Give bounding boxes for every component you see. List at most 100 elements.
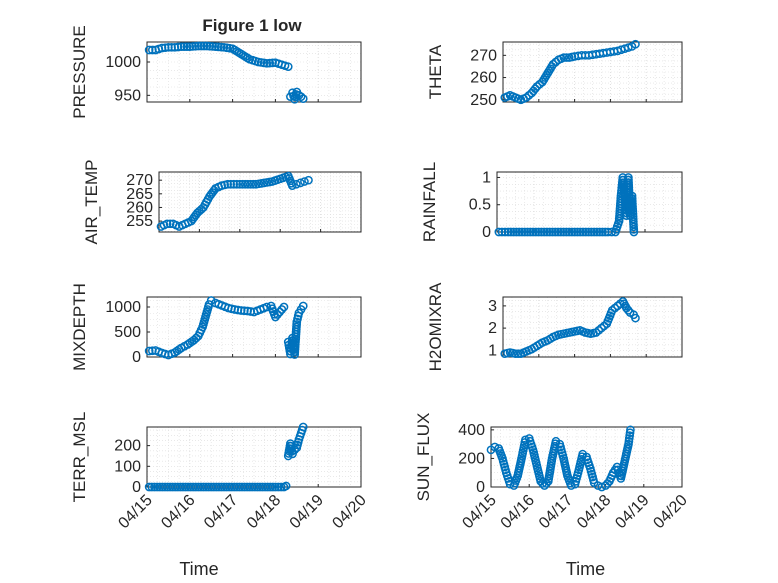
data-point (235, 179, 245, 189)
data-point (208, 42, 217, 51)
data-point (229, 179, 239, 189)
data-point (262, 302, 272, 312)
data-point (236, 306, 246, 315)
data-point (296, 178, 305, 188)
h2omixra-axes-box (502, 296, 683, 358)
data-point (292, 179, 301, 189)
data-point (550, 227, 560, 237)
data-point (553, 227, 563, 237)
h2omixra-series (500, 297, 640, 359)
data-point (202, 41, 212, 51)
data-point (503, 227, 513, 237)
data-point (598, 227, 607, 237)
data-point (144, 482, 154, 492)
data-point (147, 482, 157, 492)
data-point (559, 227, 568, 237)
data-point (494, 227, 504, 237)
pressure-grid (146, 42, 362, 102)
subplot-pressure: 950 1000 PRESSURE (70, 25, 362, 119)
terr_msl-series (144, 422, 308, 492)
data-point (185, 42, 195, 52)
h2omixra-ylabel: H2OMIXRA (426, 282, 445, 371)
data-point (262, 58, 272, 68)
data-point (144, 346, 154, 356)
data-point (562, 53, 571, 62)
sun_flux-ytick-label: 400 (458, 422, 485, 439)
subplot-rainfall: 0 0.5 1 RAINFALL (420, 162, 683, 242)
theta-ylabel: THETA (426, 44, 445, 99)
data-point (542, 479, 551, 488)
data-point (531, 227, 541, 237)
data-point (592, 227, 602, 237)
subplot-h2omixra: 1 2 3 H2OMIXRA (426, 282, 683, 371)
data-point (545, 227, 555, 237)
data-point (525, 227, 535, 237)
data-point (164, 42, 173, 52)
data-point (271, 482, 280, 492)
subplot-theta: 250 260 270 THETA (426, 39, 683, 109)
data-point (206, 296, 216, 305)
pressure-axes-box (146, 41, 362, 103)
figure-title: Figure 1 low (202, 16, 302, 35)
data-point (226, 179, 236, 189)
subplot-mixdepth: 0 500 1000 MIXDEPTH (70, 283, 362, 371)
data-point (287, 181, 297, 190)
mixdepth-axes-box (146, 296, 362, 358)
data-point (144, 45, 154, 55)
data-point (160, 43, 170, 53)
h2omixra-ytick-label: 3 (488, 298, 497, 315)
data-point (196, 41, 206, 51)
data-point (509, 227, 519, 237)
data-point (511, 349, 520, 359)
h2omixra-ytick-label: 1 (488, 342, 497, 359)
data-point (283, 62, 293, 72)
mixdepth-ytick-label: 0 (132, 349, 141, 366)
data-point (539, 227, 549, 237)
data-point (246, 179, 255, 189)
data-point (211, 42, 220, 52)
data-point (238, 179, 247, 189)
data-point (623, 43, 633, 52)
data-point (587, 227, 596, 237)
data-point (578, 227, 588, 237)
data-point (564, 227, 574, 237)
data-point (631, 313, 640, 323)
data-point (534, 227, 543, 237)
data-point (279, 302, 289, 312)
data-point (205, 41, 215, 51)
data-point (173, 42, 183, 52)
data-point (581, 227, 591, 237)
data-point (506, 227, 516, 237)
data-point (520, 227, 530, 237)
rainfall-series (494, 173, 639, 237)
subplot-sun_flux: 020040004/1504/1604/1704/1804/1904/20SUN… (414, 413, 691, 579)
data-point (300, 177, 309, 186)
data-point (566, 481, 576, 490)
data-point (216, 42, 226, 52)
terr_msl-grid (146, 427, 362, 488)
data-point (595, 227, 605, 237)
data-point (512, 227, 521, 237)
air_temp-ytick-label: 270 (126, 172, 153, 189)
data-point (530, 84, 540, 94)
data-point (199, 41, 209, 51)
data-point (188, 42, 198, 51)
sun_flux-axes-box (490, 426, 683, 488)
data-point (273, 482, 283, 492)
data-point (559, 53, 569, 62)
data-point (298, 422, 308, 432)
data-point (271, 312, 280, 322)
terr_msl-xlabel: Time (179, 559, 218, 579)
data-point (265, 58, 275, 68)
data-point (298, 301, 308, 311)
data-point (537, 227, 546, 237)
air_temp-series (156, 171, 313, 231)
data-point (575, 227, 585, 237)
data-point (304, 175, 313, 185)
mixdepth-ytick-label: 1000 (105, 299, 141, 316)
theta-ytick-label: 250 (470, 92, 497, 109)
data-point (213, 42, 223, 52)
sun_flux-xlabel: Time (566, 559, 605, 579)
data-point (194, 41, 203, 51)
